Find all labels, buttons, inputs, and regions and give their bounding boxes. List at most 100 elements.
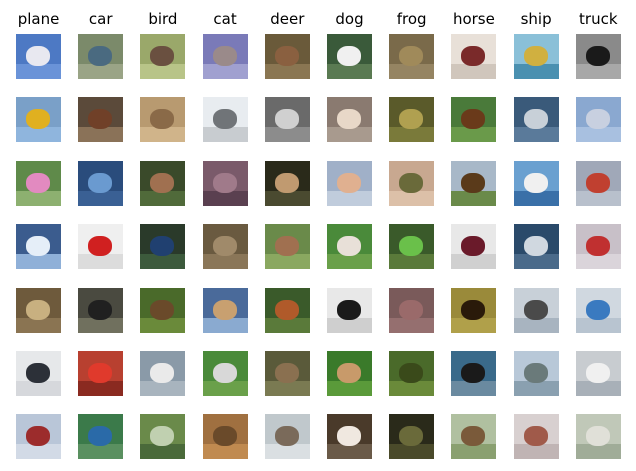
thumbnail-car-1 [78,34,124,79]
thumbnail-cat-4 [202,224,248,270]
thumbnail-background-band [575,317,621,333]
thumbnail-subject [337,426,361,447]
thumbnail-deer-4 [264,224,310,270]
thumbnail-car-2 [78,97,124,143]
thumbnail-subject [212,299,237,320]
thumbnail-background-band [389,317,435,333]
thumbnail-cat-5 [202,287,248,333]
thumbnail-frog-6 [389,351,435,396]
thumbnail-dog-6 [327,351,372,396]
thumbnail-truck-5 [575,287,621,333]
thumbnail-subject [88,363,113,383]
thumbnail-subject [26,236,50,257]
thumbnail-ship-7 [513,414,559,460]
thumbnail-background-band [575,127,621,143]
thumbnail-car-7 [78,414,124,460]
thumbnail-background-band [389,381,435,396]
thumbnail-background-band [451,127,497,143]
thumbnail-background-band [140,190,186,206]
thumbnail-subject [337,363,361,383]
thumbnail-background-band [16,190,61,206]
thumbnail-subject [150,172,175,193]
thumbnail-background-band [513,444,559,460]
thumbnail-frog-2 [389,97,435,143]
thumbnail-background-band [389,64,435,79]
thumbnail-background-band [202,317,248,333]
thumbnail-background-band [327,127,372,143]
thumbnail-dog-4 [327,224,372,270]
thumbnail-subject [399,172,424,193]
thumbnail-background-band [264,190,310,206]
thumbnail-plane-3 [16,160,61,206]
thumbnail-car-4 [78,224,124,270]
thumbnail-subject [88,236,113,257]
thumbnail-background-band [451,254,497,270]
thumbnail-subject [150,236,175,257]
thumbnail-background-band [575,254,621,270]
thumbnail-truck-2 [575,97,621,143]
thumbnail-background-band [513,64,559,79]
thumbnail-background-band [264,444,310,460]
thumbnail-subject [585,299,610,320]
thumbnail-dog-7 [327,414,372,460]
thumbnail-background-band [575,64,621,79]
thumbnail-ship-5 [513,287,559,333]
thumbnail-cat-3 [202,160,248,206]
thumbnail-horse-5 [451,287,497,333]
thumbnail-background-band [78,254,124,270]
thumbnail-bird-7 [140,414,186,460]
thumbnail-subject [585,46,610,66]
thumbnail-frog-7 [389,414,435,460]
thumbnail-subject [212,46,237,66]
thumbnail-background-band [140,64,186,79]
thumbnail-background-band [16,127,61,143]
thumbnail-frog-4 [389,224,435,270]
thumbnail-plane-7 [16,414,61,460]
thumbnail-background-band [140,254,186,270]
thumbnail-subject [26,363,50,383]
column-title-cat: cat [213,10,237,28]
thumbnail-deer-5 [264,287,310,333]
thumbnail-subject [523,236,548,257]
thumbnail-deer-6 [264,351,310,396]
thumbnail-bird-1 [140,34,186,79]
thumbnail-subject [523,109,548,130]
thumbnail-background-band [513,317,559,333]
thumbnail-subject [274,426,299,447]
thumbnail-background-band [202,127,248,143]
column-title-ship: ship [520,10,552,28]
thumbnail-bird-6 [140,351,186,396]
thumbnail-background-band [78,381,124,396]
thumbnail-subject [26,299,50,320]
thumbnail-background-band [451,64,497,79]
column-title-frog: frog [396,10,427,28]
thumbnail-deer-1 [264,34,310,79]
thumbnail-background-band [264,64,310,79]
thumbnail-subject [585,109,610,130]
thumbnail-subject [274,299,299,320]
thumbnail-ship-1 [513,34,559,79]
thumbnail-cat-2 [202,97,248,143]
thumbnail-cat-6 [202,351,248,396]
thumbnail-cat-7 [202,414,248,460]
column-title-horse: horse [452,10,495,28]
thumbnail-subject [26,46,50,66]
thumbnail-subject [337,172,361,193]
thumbnail-horse-1 [451,34,497,79]
thumbnail-background-band [78,444,124,460]
thumbnail-subject [523,363,548,383]
thumbnail-subject [399,46,424,66]
thumbnail-subject [399,109,424,130]
thumbnail-subject [523,426,548,447]
thumbnail-background-band [16,64,61,79]
thumbnail-background-band [451,381,497,396]
thumbnail-subject [212,236,237,257]
thumbnail-subject [461,172,486,193]
thumbnail-background-band [202,254,248,270]
thumbnail-subject [337,109,361,130]
thumbnail-subject [461,109,486,130]
column-title-bird: bird [148,10,178,28]
thumbnail-background-band [327,444,372,460]
thumbnail-background-band [513,254,559,270]
